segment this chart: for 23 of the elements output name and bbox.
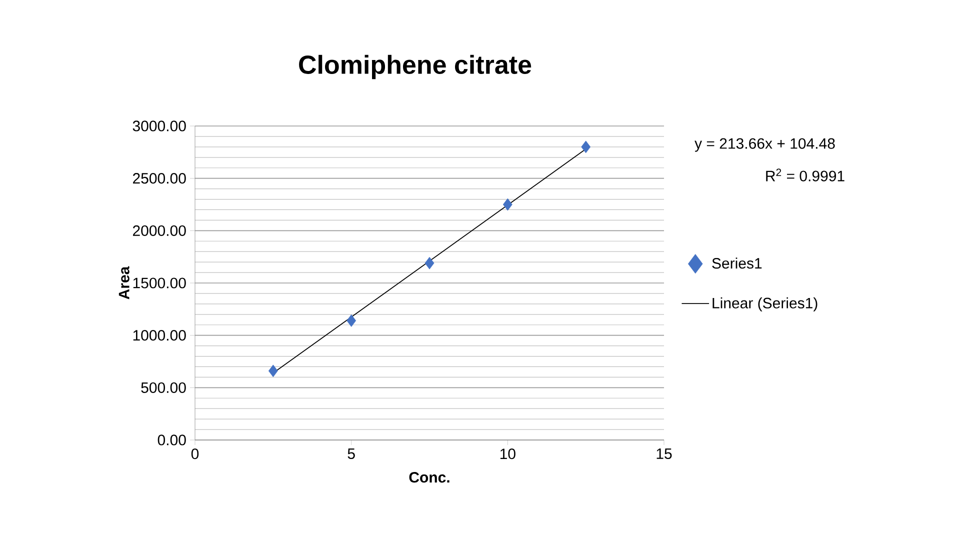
- point: [268, 364, 278, 378]
- x-tick-label: 10: [500, 448, 516, 460]
- chart-title: Clomiphene citrate: [299, 54, 532, 80]
- legend-label: Linear (Series1): [712, 297, 818, 312]
- y-tick-label: 2000.00: [133, 225, 186, 236]
- x-axis-title: Conc.: [409, 472, 450, 483]
- y-tick-label: 1500.00: [133, 278, 186, 288]
- x-tick-label: 15: [656, 448, 672, 459]
- x-tick-label: 0: [191, 448, 199, 460]
- text: R$^{2}$ = 0.9991: [766, 168, 844, 182]
- y-tick-label: 0.00: [158, 434, 186, 446]
- point: [502, 198, 512, 211]
- point: [346, 314, 356, 327]
- y-tick-label: 2500.00: [133, 173, 186, 184]
- y-axis-title: Area: [118, 266, 130, 300]
- text: y = 213.66x + 104.48: [694, 138, 835, 152]
- x-tick-label: 5: [348, 448, 355, 459]
- point: [424, 256, 434, 270]
- point: [581, 140, 591, 154]
- y-tick-label: 500.00: [141, 382, 186, 393]
- y-tick-label: 3000.00: [132, 120, 186, 132]
- legend-label: Series1: [712, 258, 762, 269]
- y-tick-label: 1000.00: [133, 330, 186, 341]
